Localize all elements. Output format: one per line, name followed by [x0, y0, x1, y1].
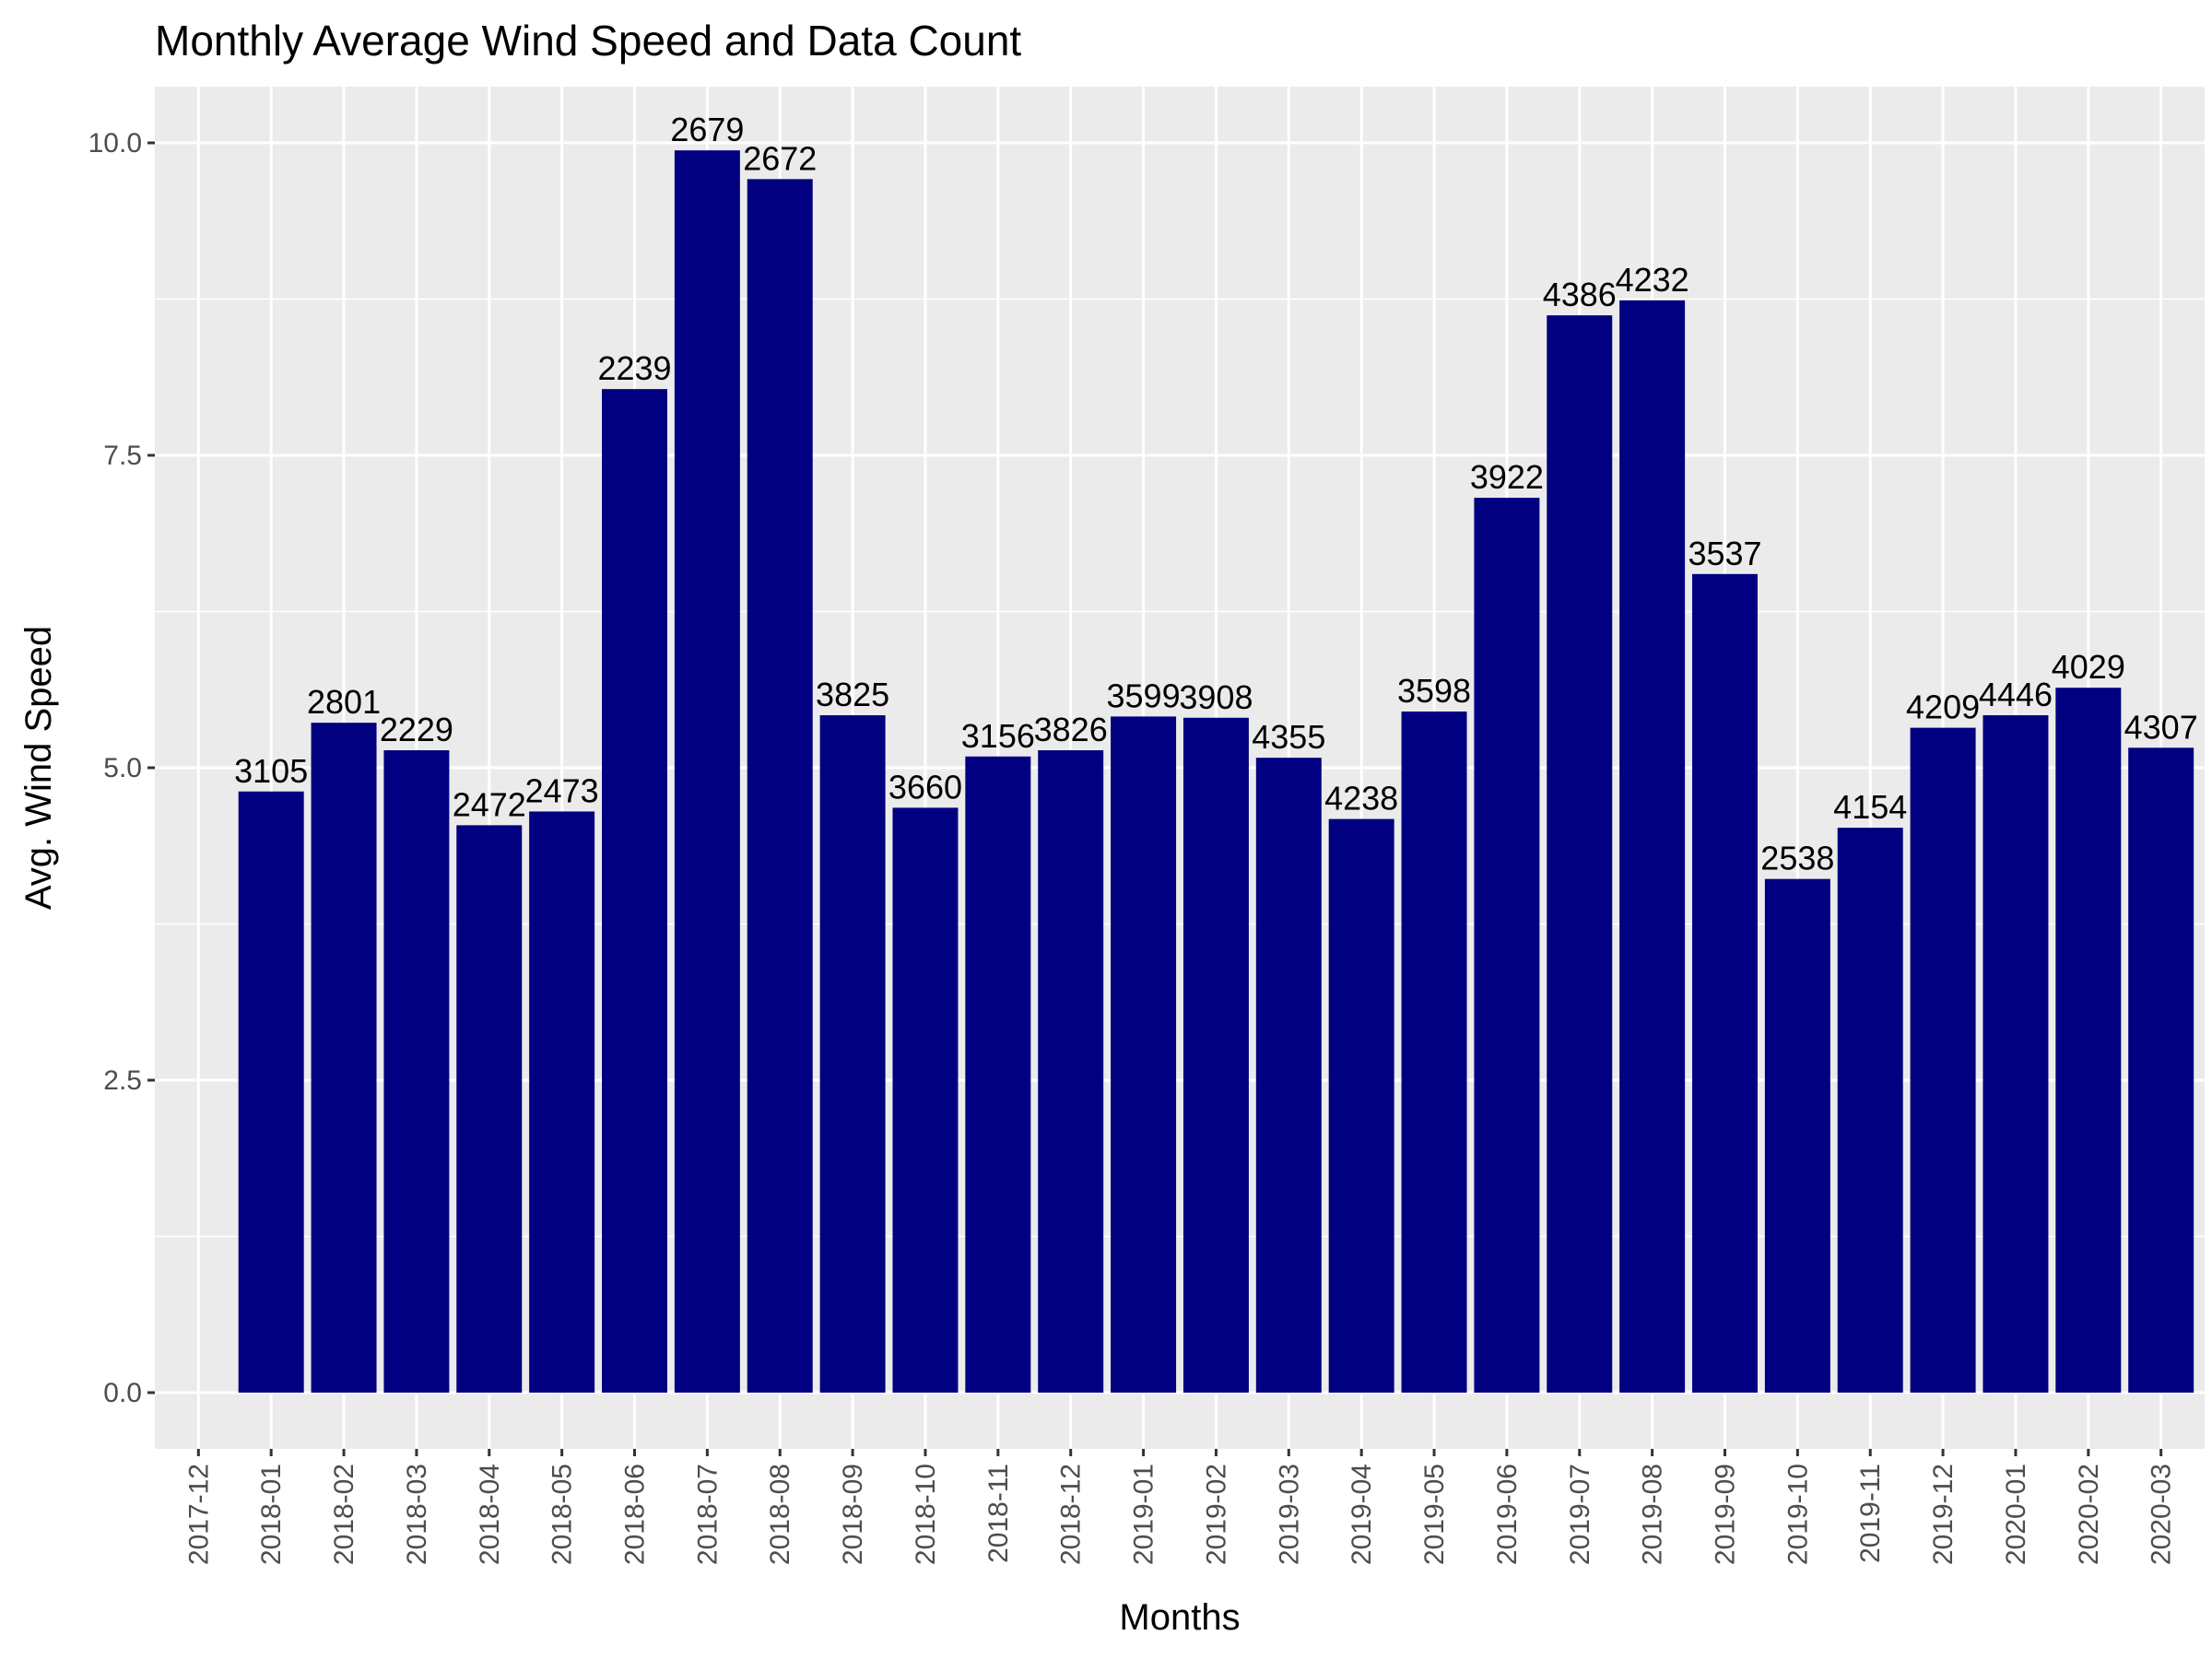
x-tick-label: 2019-04 — [1347, 1464, 1377, 1565]
bar-count-label: 3156 — [961, 717, 1035, 755]
x-tick-label: 2020-02 — [2074, 1464, 2104, 1565]
bar-count-label: 3598 — [1397, 672, 1471, 710]
x-tick-label: 2018-01 — [256, 1464, 287, 1565]
x-tick-label: 2019-03 — [1274, 1464, 1304, 1565]
x-tick-label: 2018-08 — [765, 1464, 795, 1565]
x-tick-label: 2018-09 — [838, 1464, 868, 1565]
y-tick-label: 7.5 — [103, 441, 142, 471]
bar — [674, 150, 740, 1393]
x-tick-label: 2019-11 — [1855, 1464, 1886, 1563]
x-tick-label: 2019-05 — [1419, 1464, 1450, 1565]
x-tick-label: 2020-01 — [2001, 1464, 2031, 1565]
bar-count-label: 4446 — [1979, 676, 2053, 713]
bar-count-label: 3908 — [1179, 678, 1253, 716]
bar — [2055, 688, 2122, 1393]
x-tick-label: 2020-03 — [2147, 1464, 2177, 1565]
bar — [747, 179, 813, 1393]
bar-count-label: 3825 — [816, 676, 889, 713]
x-tick-label: 2019-12 — [1928, 1464, 1959, 1565]
bar-count-label: 3599 — [1107, 677, 1181, 714]
chart-title: Monthly Average Wind Speed and Data Coun… — [155, 17, 1021, 65]
x-tick-label: 2018-02 — [329, 1464, 359, 1565]
bar-count-label: 3105 — [234, 752, 308, 790]
bar-count-label: 3826 — [1034, 711, 1108, 748]
x-axis: 2017-12 2018-01 2018-02 2018-03 2018-04 2018-… — [183, 1449, 2177, 1565]
x-tick-label: 2017-12 — [183, 1464, 214, 1565]
bar-count-label: 2672 — [743, 139, 817, 177]
bar-count-label: 2473 — [525, 771, 599, 809]
x-tick-label: 2019-06 — [1492, 1464, 1523, 1565]
bar-count-label: 4238 — [1324, 780, 1398, 818]
bar-count-label: 4386 — [1543, 276, 1617, 313]
bar — [1692, 573, 1758, 1393]
bar-count-label: 2538 — [1760, 840, 1834, 877]
x-tick-label: 2018-03 — [402, 1464, 432, 1565]
bar — [529, 811, 595, 1393]
bar — [383, 750, 450, 1393]
y-tick-label: 0.0 — [103, 1378, 142, 1408]
x-tick-label: 2018-06 — [620, 1464, 651, 1565]
bar — [1401, 711, 1467, 1393]
x-tick-label: 2019-01 — [1129, 1464, 1159, 1565]
x-tick-label: 2018-10 — [911, 1464, 941, 1565]
bar-count-label: 2679 — [670, 111, 744, 148]
bar — [1328, 818, 1394, 1393]
bar-count-label: 4154 — [1833, 788, 1907, 826]
x-tick-label: 2019-10 — [1783, 1464, 1813, 1565]
bar — [1547, 315, 1613, 1393]
bar-count-label: 2801 — [307, 683, 381, 721]
bar — [456, 825, 523, 1393]
y-tick-label: 5.0 — [103, 753, 142, 783]
bar-count-label: 3537 — [1688, 535, 1761, 572]
x-tick-label: 2018-05 — [547, 1464, 578, 1565]
bar — [1038, 750, 1104, 1393]
bar — [2128, 747, 2194, 1393]
x-tick-label: 2018-04 — [475, 1464, 505, 1565]
y-tick-label: 2.5 — [103, 1065, 142, 1096]
bar-count-label: 4307 — [2124, 708, 2198, 746]
bar — [1619, 300, 1686, 1393]
bar-count-label: 2239 — [597, 349, 671, 387]
x-tick-label: 2019-07 — [1565, 1464, 1595, 1565]
x-axis-title: Months — [1119, 1597, 1240, 1638]
bar-count-label: 4209 — [1906, 688, 1980, 726]
x-tick-label: 2019-02 — [1201, 1464, 1231, 1565]
y-tick-label: 10.0 — [88, 128, 142, 159]
bar-count-label: 3922 — [1470, 458, 1544, 496]
bar-count-label: 3660 — [888, 768, 962, 806]
bar-count-label: 2472 — [453, 785, 526, 823]
bar — [602, 389, 667, 1393]
y-axis: 0.0 2.5 5.0 7.5 10.0 — [88, 128, 155, 1408]
bar — [1910, 727, 1976, 1393]
bar — [1764, 878, 1830, 1393]
bar — [892, 807, 959, 1393]
bars — [238, 150, 2194, 1393]
x-tick-label: 2019-08 — [1638, 1464, 1668, 1565]
bar — [965, 756, 1031, 1393]
bar — [311, 723, 377, 1393]
bar-count-label: 4232 — [1616, 261, 1689, 299]
x-tick-label: 2018-11 — [983, 1464, 1014, 1563]
bar — [1182, 717, 1249, 1393]
y-axis-title: Avg. Wind Speed — [18, 626, 59, 910]
bar — [1255, 758, 1322, 1393]
x-tick-label: 2018-07 — [692, 1464, 723, 1565]
bar-count-label: 2229 — [380, 711, 453, 748]
bar — [1983, 715, 2049, 1393]
bar — [1111, 716, 1177, 1393]
bar-count-label: 4355 — [1252, 718, 1325, 756]
x-tick-label: 2019-09 — [1710, 1464, 1740, 1565]
bar — [1837, 828, 1903, 1393]
bar — [238, 791, 304, 1393]
bar — [819, 715, 886, 1393]
bar-count-label: 4029 — [2052, 648, 2125, 686]
x-tick-label: 2018-12 — [1056, 1464, 1087, 1565]
bar — [1474, 498, 1540, 1393]
